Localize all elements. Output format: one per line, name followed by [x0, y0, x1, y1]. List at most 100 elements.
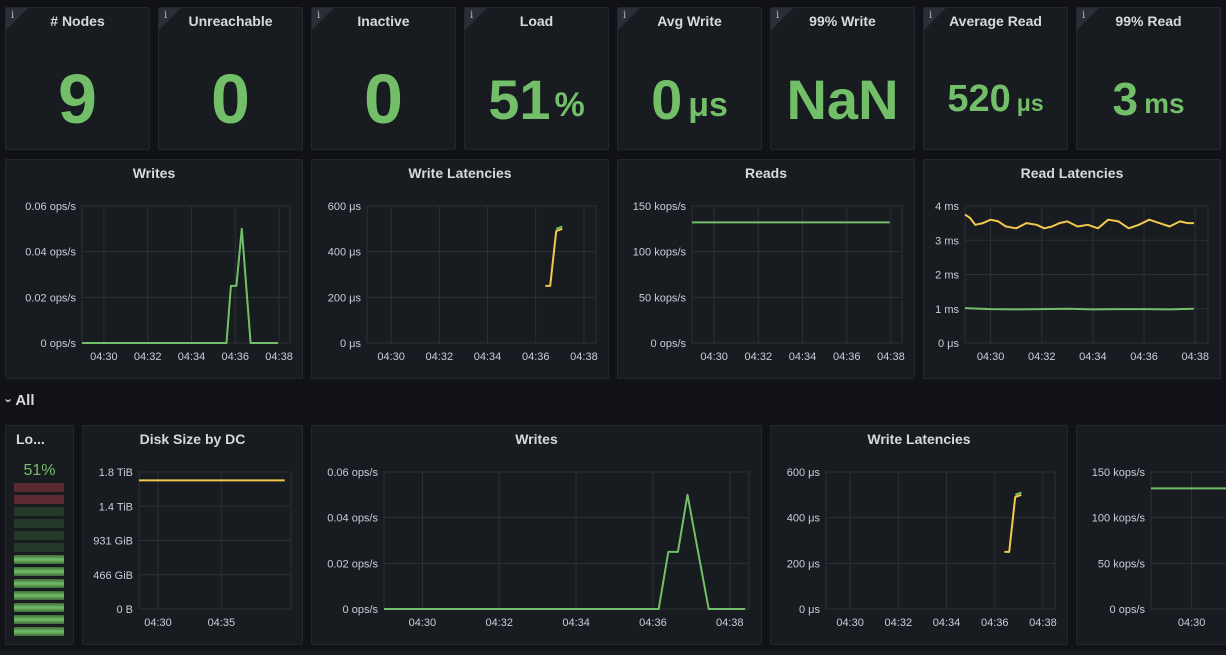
panel-title: Lo...	[16, 431, 45, 447]
x-tick-label: 04:34	[789, 351, 817, 363]
reads-chart[interactable]: 0 ops/s 50 kops/s 100 kops/s 150 kops/s 04:3…	[618, 160, 915, 379]
x-tick-label: 04:34	[474, 351, 502, 363]
graph-panel-read-latencies[interactable]: Read Latencies 0 μs 1 ms 2 ms 3 ms 4 ms 04:30…	[923, 159, 1221, 379]
graph-panel-disk-size[interactable]: Disk Size by DC 0 B 466 GiB 931 GiB 1.4 TiB…	[82, 425, 303, 645]
stat-panel-avg-write[interactable]: i Avg Write 0 μs	[617, 7, 762, 150]
write-latencies-all-chart[interactable]: 0 μs 200 μs 400 μs 600 μs 04:30 04:32 04:34 04:…	[771, 426, 1068, 645]
y-tick-label: 400 μs	[328, 247, 362, 259]
info-corner[interactable]	[618, 8, 640, 30]
y-tick-label: 0.06 ops/s	[327, 467, 378, 479]
y-tick-label: 931 GiB	[93, 536, 133, 548]
series-line-1[interactable]	[964, 307, 1194, 311]
x-tick-label: 04:30	[144, 617, 172, 629]
graph-panel-writes[interactable]: Writes 0 ops/s 0.02 ops/s 0.04 ops/s 0.06 o…	[5, 159, 303, 379]
gauge-segment	[14, 603, 64, 612]
info-icon[interactable]: i	[776, 10, 780, 21]
y-tick-label: 0.06 ops/s	[25, 201, 76, 213]
stat-panel-average-read[interactable]: i Average Read 520 μs	[923, 7, 1068, 150]
info-corner[interactable]	[465, 8, 487, 30]
series-line-0[interactable]	[964, 213, 1194, 230]
info-icon[interactable]: i	[470, 10, 474, 21]
series-line-0[interactable]	[82, 227, 278, 344]
panel-title: # Nodes	[50, 13, 105, 29]
stat-number: 9	[58, 60, 97, 138]
x-tick-label: 04:32	[745, 351, 773, 363]
panel-title: Read Latencies	[1020, 165, 1124, 181]
panel-title: Write Latencies	[408, 165, 512, 181]
y-tick-label: 466 GiB	[93, 570, 133, 582]
info-corner[interactable]	[924, 8, 946, 30]
graph-panel-write-latencies[interactable]: Write Latencies 0 μs 200 μs 400 μs 600 μs 04…	[311, 159, 609, 379]
y-tick-label: 600 μs	[328, 201, 362, 213]
y-tick-label: 0.02 ops/s	[25, 292, 76, 304]
x-tick-label: 04:34	[562, 617, 590, 629]
y-tick-label: 1.8 TiB	[99, 467, 133, 479]
x-tick-label: 04:32	[134, 351, 162, 363]
info-icon[interactable]: i	[164, 10, 168, 21]
chevron-down-icon[interactable]: ›	[1, 398, 17, 403]
graph-panel-write-latencies-all[interactable]: Write Latencies 0 μs 200 μs 400 μs 600 μs 04…	[770, 425, 1068, 645]
info-icon[interactable]: i	[317, 10, 321, 21]
series-line-0[interactable]	[1004, 493, 1022, 553]
disk-size-chart[interactable]: 0 B 466 GiB 931 GiB 1.4 TiB 1.8 TiB 04:30 04:3…	[83, 426, 303, 645]
write-latencies-chart[interactable]: 0 μs 200 μs 400 μs 600 μs 04:30 04:32 04:34 04:…	[312, 160, 609, 379]
panel-title: Inactive	[357, 13, 410, 29]
y-tick-label: 1.4 TiB	[99, 501, 133, 513]
info-icon[interactable]: i	[1082, 10, 1086, 21]
stat-unit: %	[554, 85, 585, 124]
info-icon[interactable]: i	[623, 10, 627, 21]
info-corner[interactable]	[312, 8, 334, 30]
stat-panel-nodes[interactable]: i # Nodes 9	[5, 7, 150, 150]
y-tick-label: 0 ops/s	[1110, 604, 1146, 616]
x-tick-label: 04:34	[1079, 351, 1107, 363]
graph-panel-reads[interactable]: Reads 0 ops/s 50 kops/s 100 kops/s 150 kops…	[617, 159, 915, 379]
y-tick-label: 0 ops/s	[343, 604, 379, 616]
panel-title: 99% Write	[809, 13, 876, 29]
y-tick-label: 1 ms	[935, 304, 959, 316]
stat-value: 0	[159, 54, 302, 144]
stat-panel-unreachable[interactable]: i Unreachable 0	[158, 7, 303, 150]
x-tick-label: 04:32	[1028, 351, 1056, 363]
info-corner[interactable]	[159, 8, 181, 30]
info-corner[interactable]	[1077, 8, 1099, 30]
gauge-segment	[14, 495, 64, 504]
x-tick-label: 04:30	[409, 617, 437, 629]
series-line-1[interactable]	[555, 225, 563, 230]
stat-value: 0 μs	[618, 54, 761, 144]
stat-value: 0	[312, 54, 455, 144]
y-tick-label: 0 ops/s	[651, 338, 687, 350]
stat-panel-99-write[interactable]: i 99% Write NaN	[770, 7, 915, 150]
y-tick-label: 50 kops/s	[1098, 558, 1146, 570]
writes-all-chart[interactable]: 0 ops/s 0.02 ops/s 0.04 ops/s 0.06 ops/s 04:…	[312, 426, 762, 645]
graph-panel-writes-all[interactable]: Writes 0 ops/s 0.02 ops/s 0.04 ops/s 0.06 o…	[311, 425, 762, 645]
series-line-0[interactable]	[384, 493, 746, 610]
x-tick-label: 04:34	[933, 617, 961, 629]
y-tick-label: 0.04 ops/s	[25, 247, 76, 259]
info-icon[interactable]: i	[11, 10, 15, 21]
x-tick-label: 04:30	[836, 617, 864, 629]
x-tick-label: 04:36	[981, 617, 1009, 629]
y-tick-label: 0 B	[116, 604, 133, 616]
bar-gauge-panel-load[interactable]: Lo... 51%	[5, 425, 74, 645]
row-toggle-all[interactable]: ›All	[2, 392, 35, 409]
stat-panel-inactive[interactable]: i Inactive 0	[311, 7, 456, 150]
gauge-segment	[14, 507, 64, 516]
info-corner[interactable]	[6, 8, 28, 30]
gauge-segment	[14, 591, 64, 600]
info-icon[interactable]: i	[929, 10, 933, 21]
stat-value: 3 ms	[1077, 54, 1220, 144]
x-tick-label: 04:30	[90, 351, 118, 363]
series-line-1[interactable]	[1014, 491, 1022, 496]
read-latencies-chart[interactable]: 0 μs 1 ms 2 ms 3 ms 4 ms 04:30 04:32 04:34 04:36…	[924, 160, 1221, 379]
plot-frame	[691, 205, 903, 344]
info-corner[interactable]	[771, 8, 793, 30]
writes-chart[interactable]: 0 ops/s 0.02 ops/s 0.04 ops/s 0.06 ops/s 04:…	[6, 160, 303, 379]
x-tick-label: 04:36	[833, 351, 861, 363]
graph-panel-reads-all[interactable]: 0 ops/s 50 kops/s 100 kops/s 150 kops/s 04:3…	[1076, 425, 1226, 645]
stat-panel-load[interactable]: i Load 51 %	[464, 7, 609, 150]
series-line-0[interactable]	[545, 227, 563, 287]
stat-number: 51	[488, 67, 551, 131]
stat-panel-99-read[interactable]: i 99% Read 3 ms	[1076, 7, 1221, 150]
stat-value: 520 μs	[924, 54, 1067, 144]
reads-all-chart[interactable]: 0 ops/s 50 kops/s 100 kops/s 150 kops/s 04:3…	[1077, 426, 1226, 645]
